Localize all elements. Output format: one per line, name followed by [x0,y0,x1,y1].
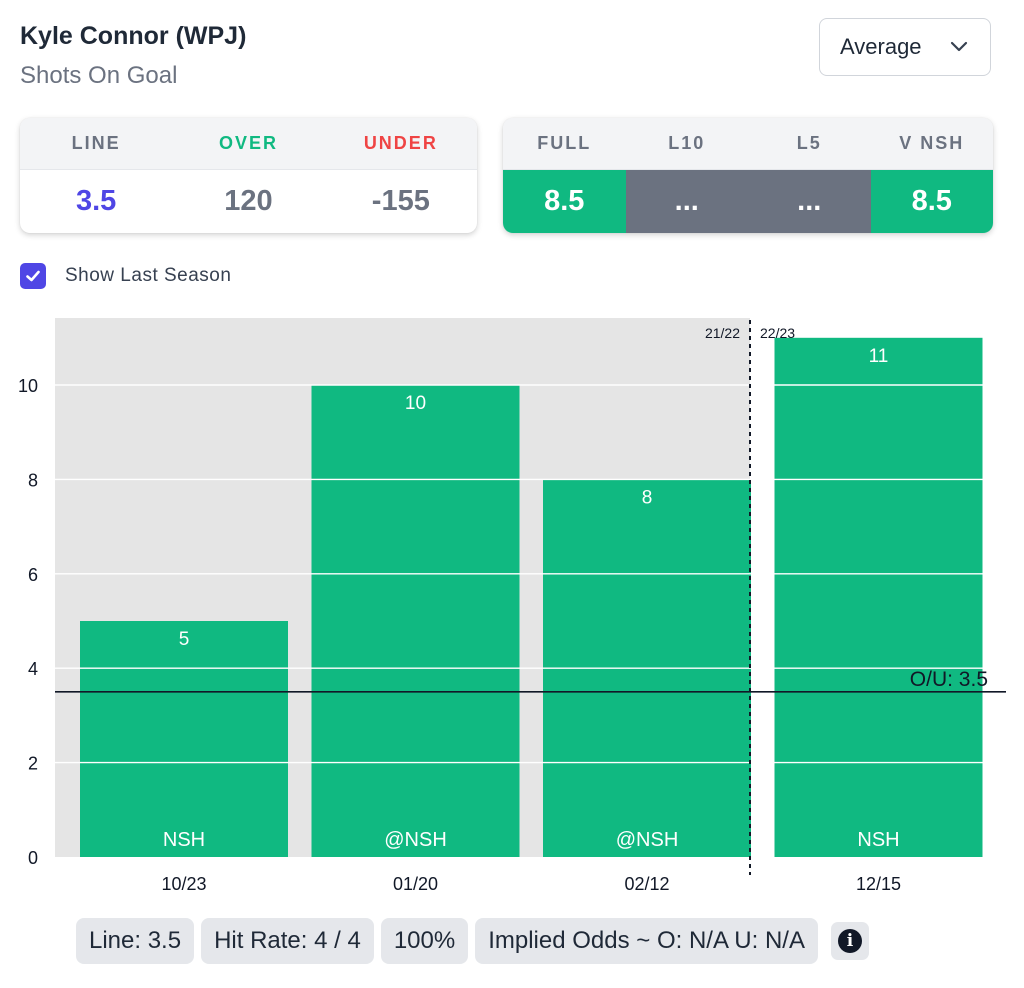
under-header: UNDER [363,133,438,153]
l10-header: L10 [668,133,706,153]
y-tick-label: 4 [28,659,38,679]
l10-value: ... [625,170,748,233]
x-tick-label: 01/20 [393,874,438,894]
x-tick-label: 02/12 [624,874,669,894]
market-name: Shots On Goal [20,62,178,89]
vs-opponent-value: 8.5 [870,170,993,233]
bar-opponent-label: @NSH [616,829,679,851]
check-icon [26,270,40,282]
full-value: 8.5 [503,170,626,233]
bar [774,337,983,857]
stat-mode-dropdown[interactable]: Average [819,18,991,76]
stats-card: FULL L10 L5 V NSH 8.5 ... ... 8.5 [503,118,993,233]
y-tick-label: 8 [28,470,38,490]
show-last-season-label: Show Last Season [65,265,232,286]
bar-opponent-label: NSH [857,829,899,851]
hit-rate-pill: Hit Rate: 4 / 4 [201,918,374,964]
x-tick-label: 12/15 [856,874,901,894]
info-icon: i [837,929,862,953]
season-label-left: 21/22 [705,325,740,341]
implied-odds-pill: Implied Odds ~ O: N/A U: N/A [475,918,818,964]
l5-header: L5 [796,133,822,153]
threshold-label: O/U: 3.5 [910,668,988,691]
info-button[interactable]: i [830,922,869,960]
y-tick-label: 2 [28,754,38,774]
bar-opponent-label: NSH [163,829,205,851]
bar-value-label: 11 [869,346,889,367]
bar-value-label: 5 [179,629,190,650]
shots-bar-chart: 0 2 4 6 8 10 5 NSH 10/23 10 @NSH 01/20 8 @NSH 02/12 11 N… [18,318,1006,894]
vs-opponent-header: V NSH [899,133,965,153]
player-name: Kyle Connor (WPJ) [20,22,247,50]
y-tick-label: 6 [28,565,38,585]
bar [311,385,520,857]
x-tick-label: 10/23 [161,874,206,894]
line-header: LINE [71,133,121,153]
odds-card: LINE OVER UNDER 3.5 120 -155 [20,118,477,233]
hit-percent-pill: 100% [380,918,469,964]
bar-opponent-label: @NSH [384,829,447,851]
bar-value-label: 10 [405,393,426,414]
l5-value: ... [748,170,871,233]
y-tick-label: 10 [18,376,38,396]
over-odds[interactable]: 120 [224,185,273,217]
over-header: OVER [218,133,278,153]
season-label-right: 22/23 [760,325,795,341]
line-value: 3.5 [76,185,117,217]
bar [80,621,288,857]
full-header: FULL [537,133,592,153]
y-tick-label: 0 [28,848,38,868]
line-pill: Line: 3.5 [76,918,195,964]
show-last-season-checkbox[interactable] [20,263,46,289]
dropdown-value: Average [840,34,922,59]
chevron-down-icon [948,36,970,58]
under-odds[interactable]: -155 [371,185,430,217]
bar-value-label: 8 [642,487,653,508]
summary-row: Line: 3.5 Hit Rate: 4 / 4 100% Implied O… [76,918,869,964]
show-last-season-row: Show Last Season [20,263,231,289]
